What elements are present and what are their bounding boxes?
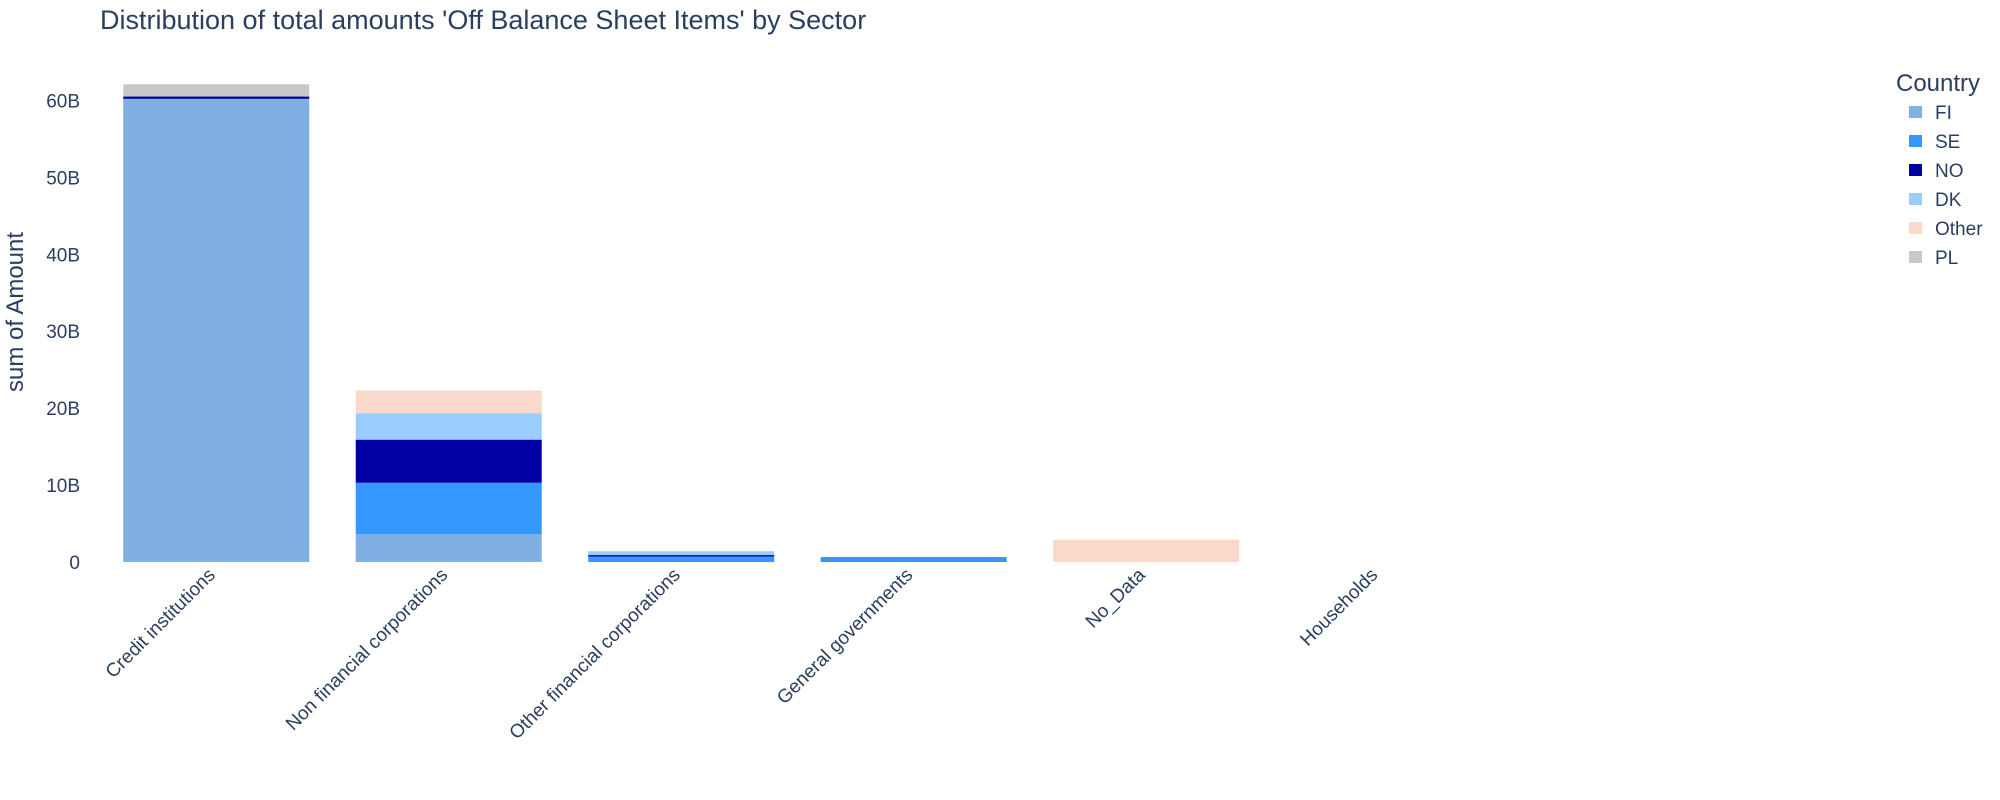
y-tick-label: 20B <box>46 399 80 420</box>
x-tick-label: Households <box>1296 565 1382 651</box>
bar-segment[interactable] <box>123 84 310 97</box>
legend-swatch <box>1909 164 1922 176</box>
legend[interactable]: Country FI SE NO DK Other PL <box>1896 70 1983 269</box>
bar-segment[interactable] <box>588 551 775 556</box>
x-tick-label: No_Data <box>1082 564 1150 632</box>
y-tick-label: 0 <box>69 553 80 574</box>
x-tick-label: Other financial corporations <box>506 565 685 744</box>
legend-swatch <box>1909 193 1922 205</box>
legend-label: NO <box>1935 161 1964 182</box>
y-tick-label: 30B <box>46 322 80 343</box>
y-axis-title: sum of Amount <box>2 232 29 392</box>
legend-item-se[interactable]: SE <box>1909 132 1960 153</box>
legend-item-fi[interactable]: FI <box>1909 103 1952 124</box>
legend-swatch <box>1909 222 1922 234</box>
legend-item-dk[interactable]: DK <box>1909 190 1962 211</box>
legend-item-pl[interactable]: PL <box>1909 248 1958 269</box>
chart-title: Distribution of total amounts 'Off Balan… <box>100 5 866 35</box>
x-tick-label: General governments <box>773 565 917 709</box>
legend-item-other[interactable]: Other <box>1909 219 1983 240</box>
bar-segment[interactable] <box>123 96 310 99</box>
x-tick-label: Credit institutions <box>102 565 220 683</box>
y-tick-label: 40B <box>46 245 80 266</box>
bar-segment[interactable] <box>1053 539 1240 562</box>
bars-layer <box>123 84 1240 562</box>
bar-segment[interactable] <box>355 439 542 483</box>
bar-segment[interactable] <box>355 534 542 562</box>
y-tick-label: 10B <box>46 476 80 497</box>
y-tick-label: 50B <box>46 168 80 189</box>
bar-segment[interactable] <box>355 413 542 440</box>
legend-item-no[interactable]: NO <box>1909 161 1964 182</box>
legend-label: PL <box>1935 248 1958 269</box>
bar-segment[interactable] <box>820 556 1007 562</box>
legend-swatch <box>1909 251 1922 263</box>
legend-label: FI <box>1935 103 1952 124</box>
x-axis-ticks: Credit institutions Non financial corpora… <box>102 564 1382 743</box>
legend-label: Other <box>1935 219 1983 240</box>
legend-label: SE <box>1935 132 1960 153</box>
legend-label: DK <box>1935 190 1962 211</box>
y-tick-label: 60B <box>46 91 80 112</box>
legend-swatch <box>1909 106 1922 118</box>
bar-segment[interactable] <box>588 555 775 557</box>
bar-segment[interactable] <box>123 98 310 562</box>
legend-title: Country <box>1896 70 1980 97</box>
bar-segment[interactable] <box>588 556 775 562</box>
y-axis-ticks: 0 10B 20B 30B 40B 50B 60B <box>46 91 80 574</box>
legend-swatch <box>1909 135 1922 147</box>
x-tick-label: Non financial corporations <box>282 565 452 735</box>
legend-items[interactable]: FI SE NO DK Other PL <box>1909 103 1983 269</box>
bar-segment[interactable] <box>355 390 542 414</box>
bar-segment[interactable] <box>355 482 542 535</box>
